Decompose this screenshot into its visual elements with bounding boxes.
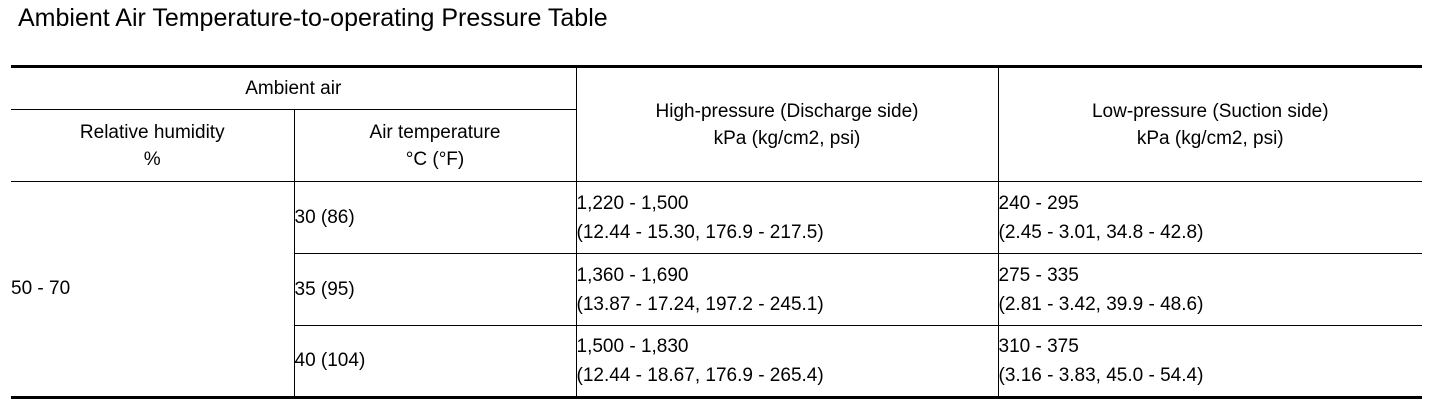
header-high-pressure-title: High-pressure (Discharge side) bbox=[655, 100, 919, 122]
table-row: 50 - 70 30 (86) 1,220 - 1,500 (12.44 - 1… bbox=[11, 181, 1423, 398]
header-low-pressure-unit: kPa (kg/cm2, psi) bbox=[1136, 127, 1284, 149]
low-pressure-cell: 310 - 375 (3.16 - 3.83, 45.0 - 54.4) bbox=[997, 325, 1423, 398]
high-pressure-conversions: (13.87 - 17.24, 197.2 - 245.1) bbox=[576, 293, 824, 315]
header-low-pressure-title: Low-pressure (Suction side) bbox=[1091, 100, 1329, 122]
header-relative-humidity: Relative humidity % bbox=[11, 109, 295, 182]
high-pressure-conversions: (12.44 - 18.67, 176.9 - 265.4) bbox=[576, 365, 824, 386]
header-high-pressure-unit: kPa (kg/cm2, psi) bbox=[713, 127, 861, 149]
low-pressure-cell: 240 - 295 (2.45 - 3.01, 34.8 - 42.8) bbox=[997, 181, 1423, 254]
high-pressure-conversions: (12.44 - 15.30, 176.9 - 217.5) bbox=[576, 221, 824, 243]
low-pressure-kpa: 240 - 295 bbox=[998, 192, 1079, 214]
header-ambient-air: Ambient air bbox=[11, 66, 577, 110]
low-pressure-kpa: 310 - 375 bbox=[998, 336, 1079, 357]
low-pressure-conversions: (2.81 - 3.42, 39.9 - 48.6) bbox=[998, 293, 1204, 315]
air-temperature-cell: 40 (104) bbox=[294, 325, 577, 398]
header-air-temperature-unit: °C (°F) bbox=[405, 148, 465, 170]
low-pressure-kpa: 275 - 335 bbox=[998, 264, 1079, 286]
humidity-range-cell: 50 - 70 bbox=[11, 181, 295, 398]
high-pressure-kpa: 1,360 - 1,690 bbox=[576, 264, 689, 286]
high-pressure-cell: 1,500 - 1,830 (12.44 - 18.67, 176.9 - 26… bbox=[575, 325, 999, 398]
header-relative-humidity-title: Relative humidity bbox=[79, 121, 225, 143]
low-pressure-conversions: (3.16 - 3.83, 45.0 - 54.4) bbox=[998, 365, 1204, 386]
high-pressure-kpa: 1,220 - 1,500 bbox=[576, 192, 689, 214]
header-high-pressure: High-pressure (Discharge side) kPa (kg/c… bbox=[575, 66, 999, 182]
high-pressure-cell: 1,220 - 1,500 (12.44 - 15.30, 176.9 - 21… bbox=[575, 181, 999, 254]
table-row: 40 (104) 1,500 - 1,830 (12.44 - 18.67, 1… bbox=[11, 325, 1423, 398]
header-relative-humidity-unit: % bbox=[143, 148, 161, 170]
low-pressure-cell: 275 - 335 (2.81 - 3.42, 39.9 - 48.6) bbox=[997, 253, 1423, 326]
header-air-temperature: Air temperature °C (°F) bbox=[293, 109, 577, 182]
pressure-table: Ambient air High-pressure (Discharge sid… bbox=[11, 65, 1423, 399]
header-low-pressure: Low-pressure (Suction side) kPa (kg/cm2,… bbox=[997, 66, 1423, 182]
header-air-temperature-title: Air temperature bbox=[369, 121, 501, 143]
high-pressure-kpa: 1,500 - 1,830 bbox=[576, 336, 689, 357]
high-pressure-cell: 1,360 - 1,690 (13.87 - 17.24, 197.2 - 24… bbox=[575, 253, 999, 326]
air-temperature-cell: 30 (86) bbox=[293, 181, 577, 254]
page-title: Ambient Air Temperature-to-operating Pre… bbox=[18, 4, 608, 32]
air-temperature-cell: 35 (95) bbox=[294, 253, 577, 326]
low-pressure-conversions: (2.45 - 3.01, 34.8 - 42.8) bbox=[998, 221, 1204, 243]
